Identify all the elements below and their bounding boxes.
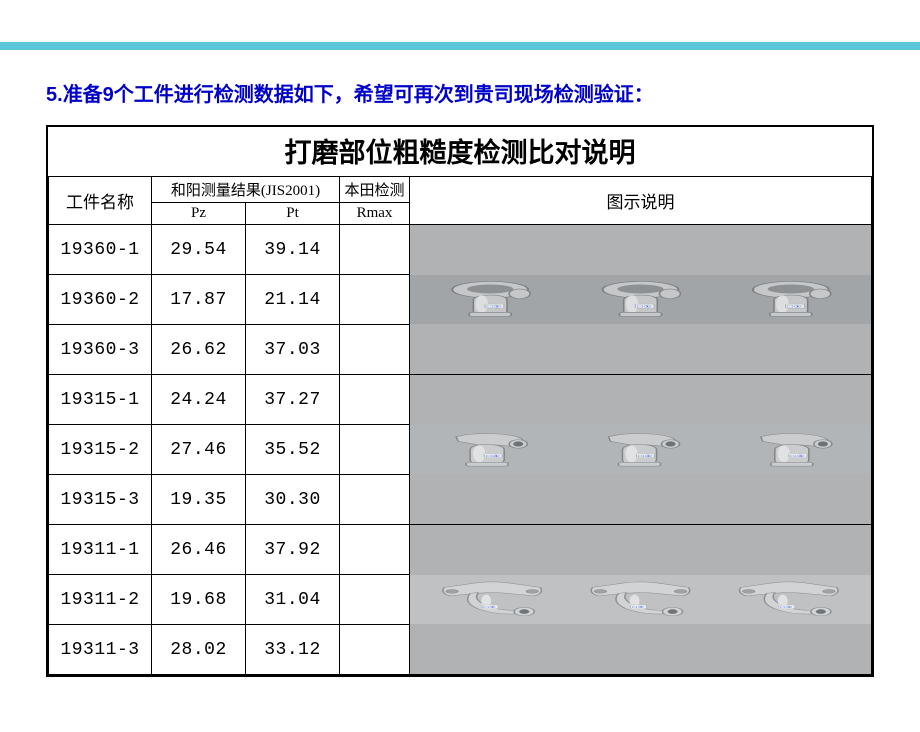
col-header-illustration: 图示说明	[410, 177, 872, 225]
table-row: 19360-1 29.54 39.14	[49, 225, 872, 275]
cell-pz: 26.46	[152, 525, 246, 575]
cell-pt: 37.03	[246, 325, 340, 375]
cell-pt: 33.12	[246, 625, 340, 675]
cell-pz: 28.02	[152, 625, 246, 675]
cell-name: 19311-3	[49, 625, 152, 675]
cell-pt: 30.30	[246, 475, 340, 525]
cell-pz: 29.54	[152, 225, 246, 275]
cell-pt: 31.04	[246, 575, 340, 625]
cell-pz: 24.24	[152, 375, 246, 425]
parts-photo-3-icon: □⑦	[410, 575, 871, 624]
photo-group-3: □⑦	[410, 525, 872, 675]
col-header-pz: Pz	[152, 203, 246, 225]
cell-pt: 37.92	[246, 525, 340, 575]
data-table: 工件名称 和阳测量结果(JIS2001) 本田检测 图示说明 Pz Pt Rma…	[48, 176, 872, 675]
cell-pz: 19.35	[152, 475, 246, 525]
parts-photo-2-icon: □④	[410, 425, 871, 474]
cell-rmax	[340, 275, 410, 325]
col-header-name: 工件名称	[49, 177, 152, 225]
cell-name: 19311-2	[49, 575, 152, 625]
cell-pt: 37.27	[246, 375, 340, 425]
heading-text: 准备9个工件进行检测数据如下，希望可再次到贵司现场检测验证：	[63, 84, 654, 106]
cell-name: 19311-1	[49, 525, 152, 575]
parts-photo-1-icon: □①	[410, 275, 871, 324]
table-title: 打磨部位粗糙度检测比对说明	[48, 127, 872, 176]
cell-pt: 35.52	[246, 425, 340, 475]
section-heading: 5.准备9个工件进行检测数据如下，希望可再次到贵司现场检测验证：	[46, 78, 920, 107]
cell-name: 19315-3	[49, 475, 152, 525]
cell-rmax	[340, 325, 410, 375]
cell-name: 19360-3	[49, 325, 152, 375]
cell-pt: 39.14	[246, 225, 340, 275]
cell-pz: 17.87	[152, 275, 246, 325]
cell-pz: 27.46	[152, 425, 246, 475]
cell-rmax	[340, 475, 410, 525]
table-row: 19311-1 26.46 37.92	[49, 525, 872, 575]
col-header-honda: 本田检测	[340, 177, 410, 203]
col-header-rmax: Rmax	[340, 203, 410, 225]
cell-name: 19360-2	[49, 275, 152, 325]
cell-rmax	[340, 575, 410, 625]
heading-number: 5.	[46, 84, 63, 106]
cell-name: 19315-2	[49, 425, 152, 475]
col-header-group-a: 和阳测量结果(JIS2001)	[152, 177, 340, 203]
cell-rmax	[340, 625, 410, 675]
cell-rmax	[340, 225, 410, 275]
cell-rmax	[340, 525, 410, 575]
cell-rmax	[340, 425, 410, 475]
table-body: 19360-1 29.54 39.14	[49, 225, 872, 675]
table-container: 打磨部位粗糙度检测比对说明 工件名称 和阳测量结果(JIS2001) 本田检测 …	[46, 125, 874, 677]
photo-group-1: □①	[410, 225, 872, 375]
table-row: 19315-1 24.24 37.27	[49, 375, 872, 425]
photo-group-2: □④	[410, 375, 872, 525]
cell-name: 19360-1	[49, 225, 152, 275]
cell-name: 19315-1	[49, 375, 152, 425]
cell-pt: 21.14	[246, 275, 340, 325]
cell-pz: 26.62	[152, 325, 246, 375]
accent-bar	[0, 42, 920, 50]
cell-rmax	[340, 375, 410, 425]
cell-pz: 19.68	[152, 575, 246, 625]
col-header-pt: Pt	[246, 203, 340, 225]
